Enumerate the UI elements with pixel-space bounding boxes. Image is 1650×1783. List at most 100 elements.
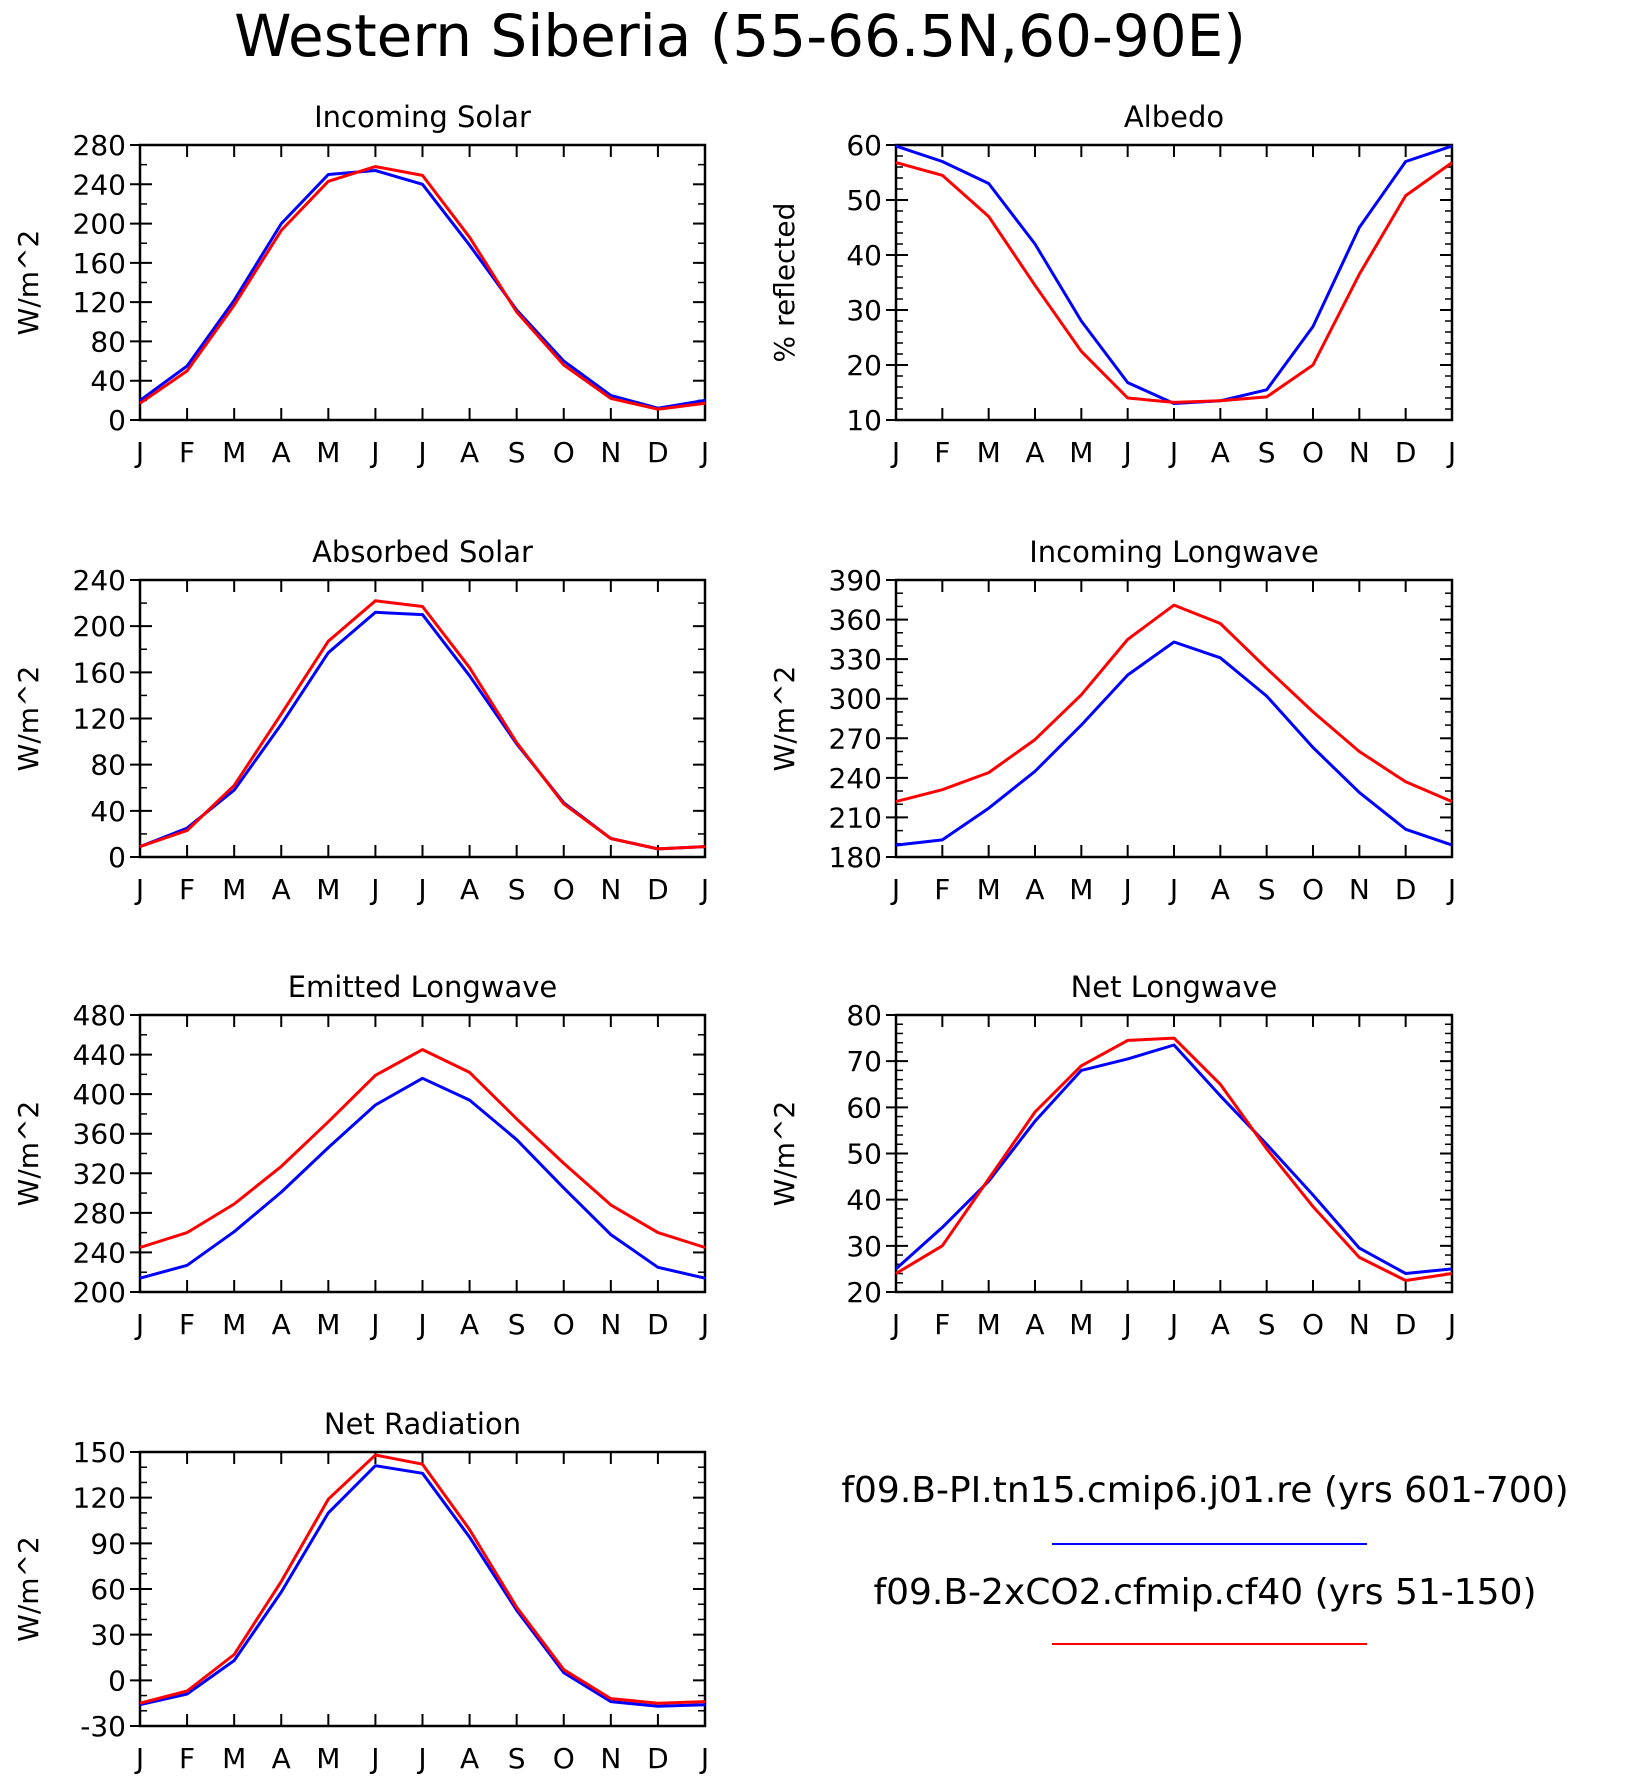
net-radiation-ytick-label: 150 bbox=[73, 1436, 126, 1469]
net-radiation-xtick-label: F bbox=[179, 1742, 195, 1775]
incoming-solar-xtick-label: D bbox=[647, 436, 669, 469]
emitted-longwave-series-pi bbox=[139, 1076, 706, 1280]
figure-title: Western Siberia (55-66.5N,60-90E) bbox=[234, 2, 1246, 70]
incoming-longwave-ytick-label: 240 bbox=[829, 762, 882, 795]
emitted-longwave-xtick-label: J bbox=[134, 1308, 144, 1341]
net-radiation-xtick-label: M bbox=[222, 1742, 246, 1775]
albedo-ytick-label: 60 bbox=[846, 129, 882, 162]
net-radiation-xtick-label: J bbox=[134, 1742, 144, 1775]
net-longwave-xtick-label: N bbox=[1349, 1308, 1370, 1341]
albedo-ytick-label: 30 bbox=[846, 294, 882, 327]
emitted-longwave-ytick-label: 440 bbox=[73, 1039, 126, 1072]
absorbed-solar-series-co2 bbox=[139, 599, 706, 851]
emitted-longwave-xtick-label: M bbox=[316, 1308, 340, 1341]
albedo-xtick-label: J bbox=[890, 436, 900, 469]
net-longwave-series-pi bbox=[894, 1043, 1453, 1275]
absorbed-solar-xtick-label: J bbox=[134, 873, 144, 906]
emitted-longwave-xtick-label: D bbox=[647, 1308, 669, 1341]
absorbed-solar-xtick-label: M bbox=[222, 873, 246, 906]
net-radiation-series-pi bbox=[139, 1464, 706, 1708]
absorbed-solar-ytick-label: 200 bbox=[73, 610, 126, 643]
absorbed-solar-xtick-label: A bbox=[272, 873, 291, 906]
incoming-solar-xtick-label: J bbox=[416, 436, 426, 469]
net-longwave-xtick-label: A bbox=[1025, 1308, 1044, 1341]
emitted-longwave-ytick-label: 480 bbox=[73, 999, 126, 1032]
absorbed-solar-ytick-label: 80 bbox=[90, 749, 126, 782]
net-radiation-xtick-label: J bbox=[699, 1742, 709, 1775]
legend-label-pi: f09.B-PI.tn15.cmip6.j01.re (yrs 601-700) bbox=[841, 1470, 1569, 1511]
emitted-longwave-ytick-label: 240 bbox=[73, 1236, 126, 1269]
net-radiation-ylabel: W/m^2 bbox=[12, 1536, 45, 1642]
incoming-solar-xtick-label: N bbox=[600, 436, 621, 469]
net-longwave-xtick-label: S bbox=[1258, 1308, 1276, 1341]
incoming-longwave-xtick-label: M bbox=[977, 873, 1001, 906]
albedo-series-co2 bbox=[895, 161, 1453, 404]
emitted-longwave-xtick-label: F bbox=[179, 1308, 195, 1341]
emitted-longwave-xtick-label: J bbox=[699, 1308, 709, 1341]
absorbed-solar-ytick-label: 240 bbox=[73, 564, 126, 597]
incoming-longwave-series-pi bbox=[895, 640, 1453, 847]
absorbed-solar-xtick-label: A bbox=[460, 873, 479, 906]
incoming-longwave-xtick-label: A bbox=[1025, 873, 1044, 906]
net-longwave-xtick-label: M bbox=[977, 1308, 1001, 1341]
absorbed-solar-xtick-label: O bbox=[553, 873, 575, 906]
albedo-xtick-label: N bbox=[1349, 436, 1370, 469]
albedo-xtick-label: A bbox=[1025, 436, 1044, 469]
emitted-longwave-ylabel: W/m^2 bbox=[12, 1101, 45, 1207]
emitted-longwave-xtick-label: S bbox=[508, 1308, 526, 1341]
incoming-longwave-ytick-label: 330 bbox=[829, 643, 882, 676]
absorbed-solar-title: Absorbed Solar bbox=[312, 535, 533, 569]
incoming-longwave-xtick-label: A bbox=[1211, 873, 1230, 906]
absorbed-solar-xtick-label: F bbox=[179, 873, 195, 906]
incoming-solar-title: Incoming Solar bbox=[314, 100, 531, 134]
incoming-longwave-xtick-label: J bbox=[1168, 873, 1178, 906]
absorbed-solar-xtick-label: S bbox=[508, 873, 526, 906]
net-radiation-ytick-label: 90 bbox=[90, 1527, 126, 1560]
emitted-longwave-xtick-label: J bbox=[369, 1308, 379, 1341]
incoming-solar-xtick-label: J bbox=[699, 436, 709, 469]
net-longwave-frame bbox=[894, 1013, 1454, 1294]
absorbed-solar-ylabel: W/m^2 bbox=[12, 666, 45, 772]
albedo-ytick-label: 40 bbox=[846, 239, 882, 272]
incoming-solar-xtick-label: M bbox=[222, 436, 246, 469]
net-longwave-xtick-label: A bbox=[1211, 1308, 1230, 1341]
albedo-xtick-label: S bbox=[1258, 436, 1276, 469]
incoming-longwave-xtick-label: N bbox=[1349, 873, 1370, 906]
incoming-longwave-ytick-label: 180 bbox=[829, 841, 882, 874]
albedo-xtick-label: M bbox=[977, 436, 1001, 469]
incoming-longwave-xtick-label: J bbox=[890, 873, 900, 906]
incoming-solar-xtick-label: F bbox=[179, 436, 195, 469]
net-longwave-ylabel: W/m^2 bbox=[768, 1101, 801, 1207]
panel-incoming-longwave: J F M A M J J A S O N D J180210240270300330360390W/m… bbox=[768, 535, 1456, 906]
emitted-longwave-series-co2 bbox=[139, 1048, 706, 1249]
incoming-longwave-ytick-label: 270 bbox=[829, 722, 882, 755]
emitted-longwave-xtick-label: A bbox=[460, 1308, 479, 1341]
absorbed-solar-ytick-label: 120 bbox=[73, 703, 126, 736]
incoming-longwave-series-co2 bbox=[895, 603, 1453, 804]
net-longwave-ytick-label: 40 bbox=[846, 1184, 882, 1217]
net-longwave-series-co2 bbox=[895, 1036, 1453, 1282]
incoming-longwave-xtick-label: J bbox=[1122, 873, 1132, 906]
emitted-longwave-xtick-label: N bbox=[600, 1308, 621, 1341]
absorbed-solar-xtick-label: J bbox=[416, 873, 426, 906]
net-radiation-series-co2 bbox=[139, 1453, 706, 1705]
legend-line-co2 bbox=[1052, 1643, 1367, 1645]
incoming-solar-ylabel: W/m^2 bbox=[12, 230, 45, 336]
incoming-solar-ytick-label: 120 bbox=[73, 286, 126, 319]
albedo-series-pi bbox=[895, 144, 1453, 405]
incoming-longwave-ylabel: W/m^2 bbox=[768, 666, 801, 772]
emitted-longwave-ytick-label: 360 bbox=[73, 1118, 126, 1151]
absorbed-solar-ytick-label: 40 bbox=[90, 795, 126, 828]
absorbed-solar-xtick-label: J bbox=[369, 873, 379, 906]
emitted-longwave-xtick-label: O bbox=[553, 1308, 575, 1341]
albedo-ylabel: % reflected bbox=[768, 203, 801, 363]
incoming-solar-ytick-label: 280 bbox=[73, 129, 126, 162]
emitted-longwave-ytick-label: 280 bbox=[73, 1197, 126, 1230]
net-radiation-xtick-label: S bbox=[508, 1742, 526, 1775]
incoming-solar-ytick-label: 40 bbox=[90, 365, 126, 398]
albedo-xtick-label: J bbox=[1168, 436, 1178, 469]
incoming-longwave-xtick-label: J bbox=[1446, 873, 1456, 906]
incoming-longwave-xtick-label: S bbox=[1258, 873, 1276, 906]
incoming-longwave-xtick-label: F bbox=[934, 873, 950, 906]
albedo-xtick-label: A bbox=[1211, 436, 1230, 469]
